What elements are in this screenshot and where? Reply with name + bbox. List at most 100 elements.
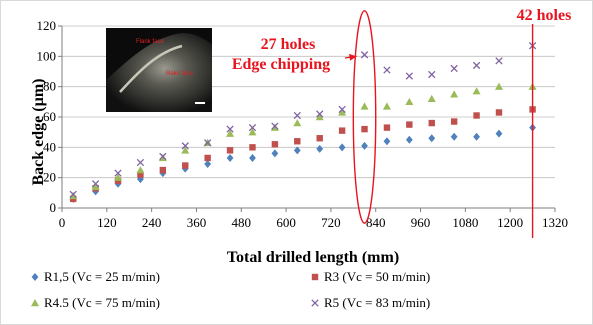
data-point bbox=[338, 105, 346, 114]
data-point bbox=[69, 190, 77, 199]
axes bbox=[58, 25, 556, 212]
data-point bbox=[472, 61, 481, 70]
data-point bbox=[316, 110, 324, 118]
arrow-head bbox=[349, 53, 357, 61]
data-point bbox=[181, 146, 190, 154]
edge-chipping-ellipse bbox=[352, 10, 377, 224]
data-point bbox=[473, 132, 480, 141]
data-point bbox=[383, 66, 391, 74]
data-point bbox=[226, 125, 234, 133]
data-point bbox=[427, 94, 436, 102]
annotation-edge-chipping: Edge chipping bbox=[232, 56, 330, 73]
data-point bbox=[315, 113, 324, 121]
data-point bbox=[383, 137, 391, 146]
data-point bbox=[450, 132, 458, 141]
data-point bbox=[159, 152, 167, 161]
data-point bbox=[293, 111, 301, 120]
data-point bbox=[271, 141, 279, 148]
data-point bbox=[405, 97, 414, 106]
data-point bbox=[203, 139, 212, 147]
data-point bbox=[114, 169, 122, 177]
y-tick-label: 0 bbox=[50, 200, 57, 215]
tool-edge-highlight bbox=[119, 44, 183, 93]
legend-marker bbox=[31, 273, 39, 281]
x-tick-label: 960 bbox=[411, 215, 431, 230]
y-axis-title: Back edge (µm) bbox=[30, 79, 47, 186]
data-point bbox=[428, 134, 436, 143]
data-point bbox=[137, 171, 144, 178]
data-point bbox=[249, 153, 256, 162]
data-point bbox=[383, 124, 391, 131]
data-point bbox=[293, 146, 301, 155]
scale-bar bbox=[195, 102, 205, 104]
data-point bbox=[204, 154, 211, 162]
y-tick-label: 20 bbox=[43, 170, 56, 185]
legend-marker bbox=[311, 273, 319, 281]
annotations: 27 holes Edge chipping 42 holes bbox=[232, 7, 571, 238]
legend-item: R5 (Vc = 83 m/min) bbox=[311, 295, 430, 310]
data-point bbox=[494, 82, 503, 90]
data-point bbox=[360, 102, 369, 110]
rake-face-label: Rake face bbox=[166, 71, 194, 77]
data-point bbox=[316, 144, 324, 153]
data-point bbox=[405, 72, 414, 80]
data-point bbox=[271, 149, 279, 158]
data-point bbox=[271, 122, 279, 130]
flank-face-label: Flank face bbox=[136, 39, 164, 45]
x-tick-label: 600 bbox=[276, 215, 296, 230]
data-point bbox=[495, 129, 503, 138]
legend-item: R1,5 (Vc = 25 m/min) bbox=[31, 269, 160, 284]
data-point bbox=[495, 109, 503, 116]
data-point bbox=[450, 118, 458, 125]
legend-label: R5 (Vc = 83 m/min) bbox=[324, 295, 430, 310]
data-point bbox=[316, 135, 323, 142]
data-point bbox=[91, 182, 100, 190]
data-point bbox=[361, 141, 368, 150]
data-point bbox=[204, 160, 212, 169]
tool-edge-shape bbox=[106, 33, 212, 113]
data-point bbox=[181, 142, 189, 150]
x-axis-title: Total drilled length (mm) bbox=[227, 249, 399, 266]
x-tick-label: 120 bbox=[97, 215, 117, 230]
data-point bbox=[472, 87, 481, 95]
y-tick-label: 40 bbox=[43, 139, 56, 154]
data-point bbox=[406, 121, 413, 128]
x-tick-label: 480 bbox=[232, 215, 252, 230]
series-4 bbox=[69, 42, 537, 199]
legend-item: R4.5 (Vc = 75 m/min) bbox=[31, 295, 160, 310]
data-point bbox=[428, 119, 435, 127]
data-point bbox=[248, 128, 257, 136]
x-tick-label: 0 bbox=[59, 215, 66, 230]
data-point bbox=[382, 102, 391, 110]
y-tick-label: 120 bbox=[37, 18, 57, 33]
data-series bbox=[69, 42, 537, 203]
data-point bbox=[249, 144, 256, 151]
legend: R1,5 (Vc = 25 m/min) R3 (Vc = 50 m/min) R4… bbox=[31, 269, 430, 310]
data-point bbox=[473, 112, 480, 119]
data-point bbox=[248, 123, 257, 132]
annotation-27-holes: 27 holes bbox=[261, 36, 316, 53]
data-point bbox=[405, 135, 413, 144]
legend-item: R3 (Vc = 50 m/min) bbox=[311, 269, 430, 284]
data-point bbox=[136, 166, 145, 174]
data-point bbox=[450, 90, 459, 98]
legend-marker bbox=[31, 299, 39, 307]
data-point bbox=[159, 166, 167, 174]
data-point bbox=[361, 125, 368, 133]
legend-marker bbox=[311, 299, 319, 307]
x-tick-label: 360 bbox=[187, 215, 207, 230]
legend-label: R3 (Vc = 50 m/min) bbox=[324, 269, 430, 284]
data-point bbox=[226, 153, 234, 162]
x-tick-label: 240 bbox=[142, 215, 162, 230]
y-tick-label: 60 bbox=[43, 109, 56, 124]
inset-micrograph: Flank face Rake face bbox=[106, 28, 212, 113]
data-point bbox=[338, 108, 347, 116]
data-point bbox=[293, 119, 302, 127]
y-tick-label: 100 bbox=[37, 48, 57, 63]
data-point bbox=[294, 138, 301, 145]
y-tick-labels: 0 20 40 60 80 100 120 bbox=[37, 18, 57, 215]
data-point bbox=[495, 57, 503, 65]
data-point bbox=[450, 64, 458, 73]
x-tick-label: 1200 bbox=[497, 215, 523, 230]
